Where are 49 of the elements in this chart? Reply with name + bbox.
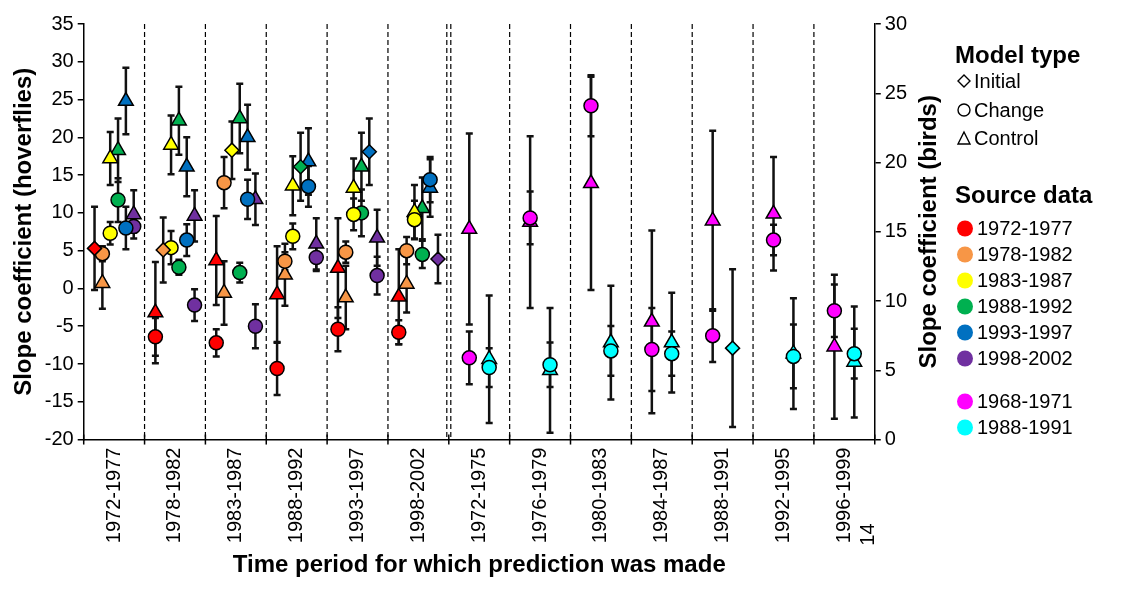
y2-tick-label: 20: [884, 150, 907, 173]
y-tick-label: 5: [62, 238, 74, 261]
legend-title: Source data: [955, 181, 1094, 209]
x-tick-label: 1972-1975: [466, 447, 489, 544]
y2-axis-title: Slope coefficient (birds): [913, 95, 941, 369]
y2-tick-label: 15: [884, 219, 907, 242]
y-tick-label: -5: [55, 313, 74, 336]
text: Control: [974, 126, 1039, 150]
x-tick-label: 1980-1983: [588, 447, 611, 544]
legend-label: 1993-1997: [977, 321, 1073, 344]
y2-tick-label: 0: [884, 427, 896, 450]
y2-tick-label: 25: [884, 80, 907, 103]
y2-tick-label: 5: [884, 357, 896, 380]
legend-label: 1988-1991: [977, 416, 1073, 439]
legend-label: 1988-1992: [977, 295, 1073, 318]
x-tick-label: 1988-1992: [284, 447, 307, 544]
y-tick-label: -15: [44, 389, 74, 412]
x-tick-label: 1993-1997: [345, 447, 368, 544]
text: 14: [855, 523, 878, 546]
legend-label: 1968-1971: [977, 390, 1073, 413]
x-tick-label: 1978-1982: [162, 447, 185, 544]
y-tick-label: -10: [44, 351, 74, 374]
legend-label: 1998-2002: [977, 347, 1073, 370]
x-tick-label: 1983-1987: [223, 447, 246, 544]
text: Model type: [955, 41, 1081, 69]
y-tick-label: -20: [44, 427, 74, 450]
y-tick-label: 20: [51, 124, 74, 147]
x-tick-label: 1988-1991: [710, 447, 733, 544]
y2-tick-label: 30: [884, 11, 907, 34]
y-tick-label: 0: [62, 275, 74, 298]
x-tick-label: 1992-1995: [770, 447, 793, 544]
text: Change: [974, 97, 1045, 122]
y2-tick-label: 10: [884, 288, 907, 311]
x-tick-label: 1972-1977: [101, 447, 124, 544]
y-tick-label: 25: [51, 87, 74, 110]
legend-label: 1983-1987: [977, 269, 1073, 292]
y-tick-label: 35: [51, 11, 74, 34]
legend-label: 1978-1982: [977, 243, 1073, 266]
y-tick-label: 10: [51, 200, 74, 223]
x-tick-label: 1998-2002: [405, 447, 428, 544]
text: Initial: [974, 69, 1021, 93]
x-tick-label: 1976-1979: [527, 447, 550, 544]
x-axis-title: Time period for which prediction was made: [232, 550, 726, 578]
y-tick-label: 30: [51, 49, 74, 72]
y-tick-label: 15: [51, 162, 74, 185]
x-tick-label: 1996-1999: [831, 447, 854, 544]
legend-label: 1972-1977: [977, 217, 1073, 240]
x-tick-label: 1984-1987: [649, 447, 672, 544]
y-axis-title: Slope coefficient (hoverflies): [9, 67, 37, 396]
